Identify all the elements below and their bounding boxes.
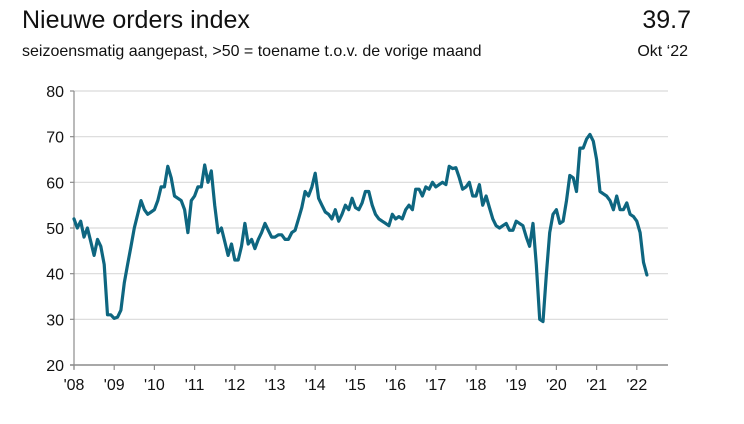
x-tick-label: '11 xyxy=(185,377,205,394)
y-tick-label: 30 xyxy=(46,312,64,329)
x-tick-label: '16 xyxy=(385,377,406,394)
x-tick-label: '13 xyxy=(265,377,286,394)
x-tick-label: '22 xyxy=(626,377,647,394)
y-tick-label: 40 xyxy=(46,267,64,284)
x-tick-label: '15 xyxy=(345,377,366,394)
y-tick-label: 60 xyxy=(46,175,64,192)
y-tick-label: 50 xyxy=(46,221,64,238)
x-tick-label: '19 xyxy=(506,377,527,394)
x-tick-label: '12 xyxy=(224,377,245,394)
x-tick-label: '21 xyxy=(586,377,607,394)
series-group xyxy=(72,132,649,324)
x-tick-label: '17 xyxy=(425,377,446,394)
y-axis: 20 30 40 50 60 70 80 xyxy=(46,84,75,375)
y-tick-label: 20 xyxy=(46,358,64,375)
x-tick-label: '18 xyxy=(466,377,487,394)
x-tick-label: '10 xyxy=(144,377,165,394)
latest-period: Okt ‘22 xyxy=(637,43,688,60)
x-tick-label: '14 xyxy=(305,377,326,394)
series-line xyxy=(72,132,649,324)
x-tick-label: '20 xyxy=(546,377,567,394)
x-axis: '08 '09 '10 '11 '12 '13 '14 '15 '16 '17 '18 '19 '20 '… xyxy=(64,364,668,394)
chart-subtitle: seizoensmatig aangepast, >50 = toename t… xyxy=(22,43,482,60)
chart-title: Nieuwe orders index xyxy=(22,6,250,34)
y-tick-label: 80 xyxy=(46,84,64,101)
x-tick-label: '08 xyxy=(64,377,85,394)
y-tick-label: 70 xyxy=(46,130,64,147)
latest-value: 39.7 xyxy=(642,6,691,34)
x-tick-label: '09 xyxy=(104,377,125,394)
